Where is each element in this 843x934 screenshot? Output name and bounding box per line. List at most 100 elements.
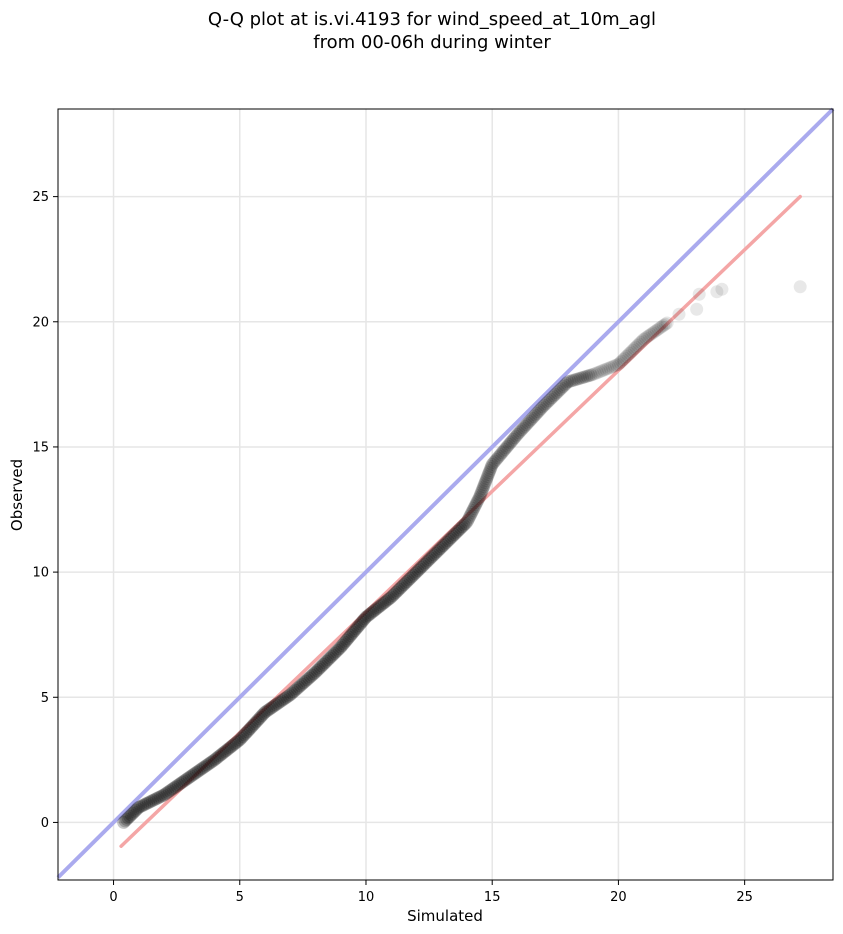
qq-point-342 (660, 316, 674, 330)
qq-point-1 (118, 814, 132, 828)
qq-point-57 (218, 745, 232, 759)
qq-point-94 (278, 692, 292, 706)
qq-point-6 (126, 806, 140, 820)
qq-point-277 (542, 394, 556, 408)
qq-point-60 (223, 741, 237, 755)
qq-point-340 (657, 319, 671, 333)
qq-point-278 (544, 392, 558, 406)
qq-point-279 (545, 390, 559, 404)
qq-point-82 (257, 707, 271, 721)
qq-point-231 (480, 472, 494, 486)
qq-point-119 (320, 654, 334, 668)
qq-point-227 (477, 480, 491, 494)
qq-point-266 (525, 411, 539, 425)
qq-point-151 (367, 603, 381, 617)
qq-point-28 (166, 782, 180, 796)
qq-point-11 (134, 799, 148, 813)
qq-point-299 (582, 369, 596, 383)
qq-point-17 (145, 794, 159, 808)
qq-point-141 (352, 619, 366, 633)
qq-point-8 (129, 803, 143, 817)
qq-point-345 (692, 287, 706, 301)
x-tick-label-0: 0 (109, 890, 117, 905)
qq-point-74 (245, 720, 259, 734)
qq-point-150 (366, 605, 380, 619)
qq-point-199 (444, 531, 458, 545)
qq-point-341 (658, 317, 672, 331)
qq-point-343 (672, 307, 686, 321)
qq-point-66 (233, 733, 247, 747)
qq-point-149 (364, 606, 378, 620)
qq-point-287 (558, 378, 572, 392)
qq-point-315 (615, 354, 629, 368)
qq-point-269 (530, 406, 544, 420)
y-tick-label-4: 20 (32, 315, 49, 330)
qq-point-21 (153, 790, 167, 804)
qq-point-218 (469, 498, 483, 512)
qq-point-297 (578, 370, 592, 384)
qq-point-9 (130, 802, 144, 816)
qq-point-289 (561, 375, 575, 389)
qq-point-191 (432, 543, 446, 557)
y-tick-label-5: 25 (32, 190, 49, 205)
qq-point-148 (362, 607, 376, 621)
qq-point-97 (283, 688, 297, 702)
qq-point-63 (228, 737, 242, 751)
qq-point-333 (644, 327, 658, 341)
qq-point-187 (425, 549, 439, 563)
x-tick-label-5: 25 (736, 890, 753, 905)
qq-point-58 (219, 743, 233, 757)
qq-point-291 (565, 374, 579, 388)
qq-point-27 (164, 783, 178, 797)
qq-point-272 (534, 402, 548, 416)
qq-point-242 (491, 451, 505, 465)
qq-point-110 (305, 668, 319, 682)
qq-point-325 (630, 339, 644, 353)
qq-point-30 (170, 779, 184, 793)
qq-point-169 (397, 578, 411, 592)
qq-point-235 (483, 464, 497, 478)
qq-point-249 (501, 439, 515, 453)
qq-point-179 (413, 562, 427, 576)
qq-point-54 (213, 749, 227, 763)
qq-point-328 (635, 334, 649, 348)
qq-point-184 (421, 554, 435, 568)
qq-point-301 (586, 367, 600, 381)
qq-point-268 (528, 408, 542, 422)
qq-point-92 (274, 694, 288, 708)
qq-point-115 (313, 661, 327, 675)
qq-point-237 (484, 459, 498, 473)
qq-point-241 (489, 452, 503, 466)
qq-point-158 (379, 594, 393, 608)
qq-point-344 (690, 302, 704, 316)
qq-point-48 (202, 757, 216, 771)
qq-point-240 (488, 454, 502, 468)
qq-point-19 (149, 792, 163, 806)
qq-point-306 (597, 363, 611, 377)
qq-point-304 (592, 365, 606, 379)
qq-point-140 (351, 620, 365, 634)
qq-point-215 (466, 503, 480, 517)
qq-point-181 (416, 559, 430, 573)
qq-point-96 (281, 689, 295, 703)
qq-point-25 (161, 785, 175, 799)
qq-point-34 (177, 774, 191, 788)
qq-point-300 (584, 368, 598, 382)
qq-point-156 (376, 597, 390, 611)
qq-point-198 (443, 532, 457, 546)
qq-point-75 (246, 718, 260, 732)
qq-point-84 (260, 704, 274, 718)
qq-point-167 (394, 581, 408, 595)
data-points (117, 280, 807, 829)
qq-point-130 (337, 637, 351, 651)
qq-point-102 (292, 680, 306, 694)
qq-point-308 (601, 362, 615, 376)
qq-point-323 (627, 342, 641, 356)
qq-point-37 (182, 770, 196, 784)
qq-point-138 (348, 624, 362, 638)
qq-point-134 (342, 630, 356, 644)
qq-point-222 (473, 490, 487, 504)
qq-point-90 (271, 697, 285, 711)
qq-point-23 (157, 788, 171, 802)
qq-point-220 (471, 494, 485, 508)
